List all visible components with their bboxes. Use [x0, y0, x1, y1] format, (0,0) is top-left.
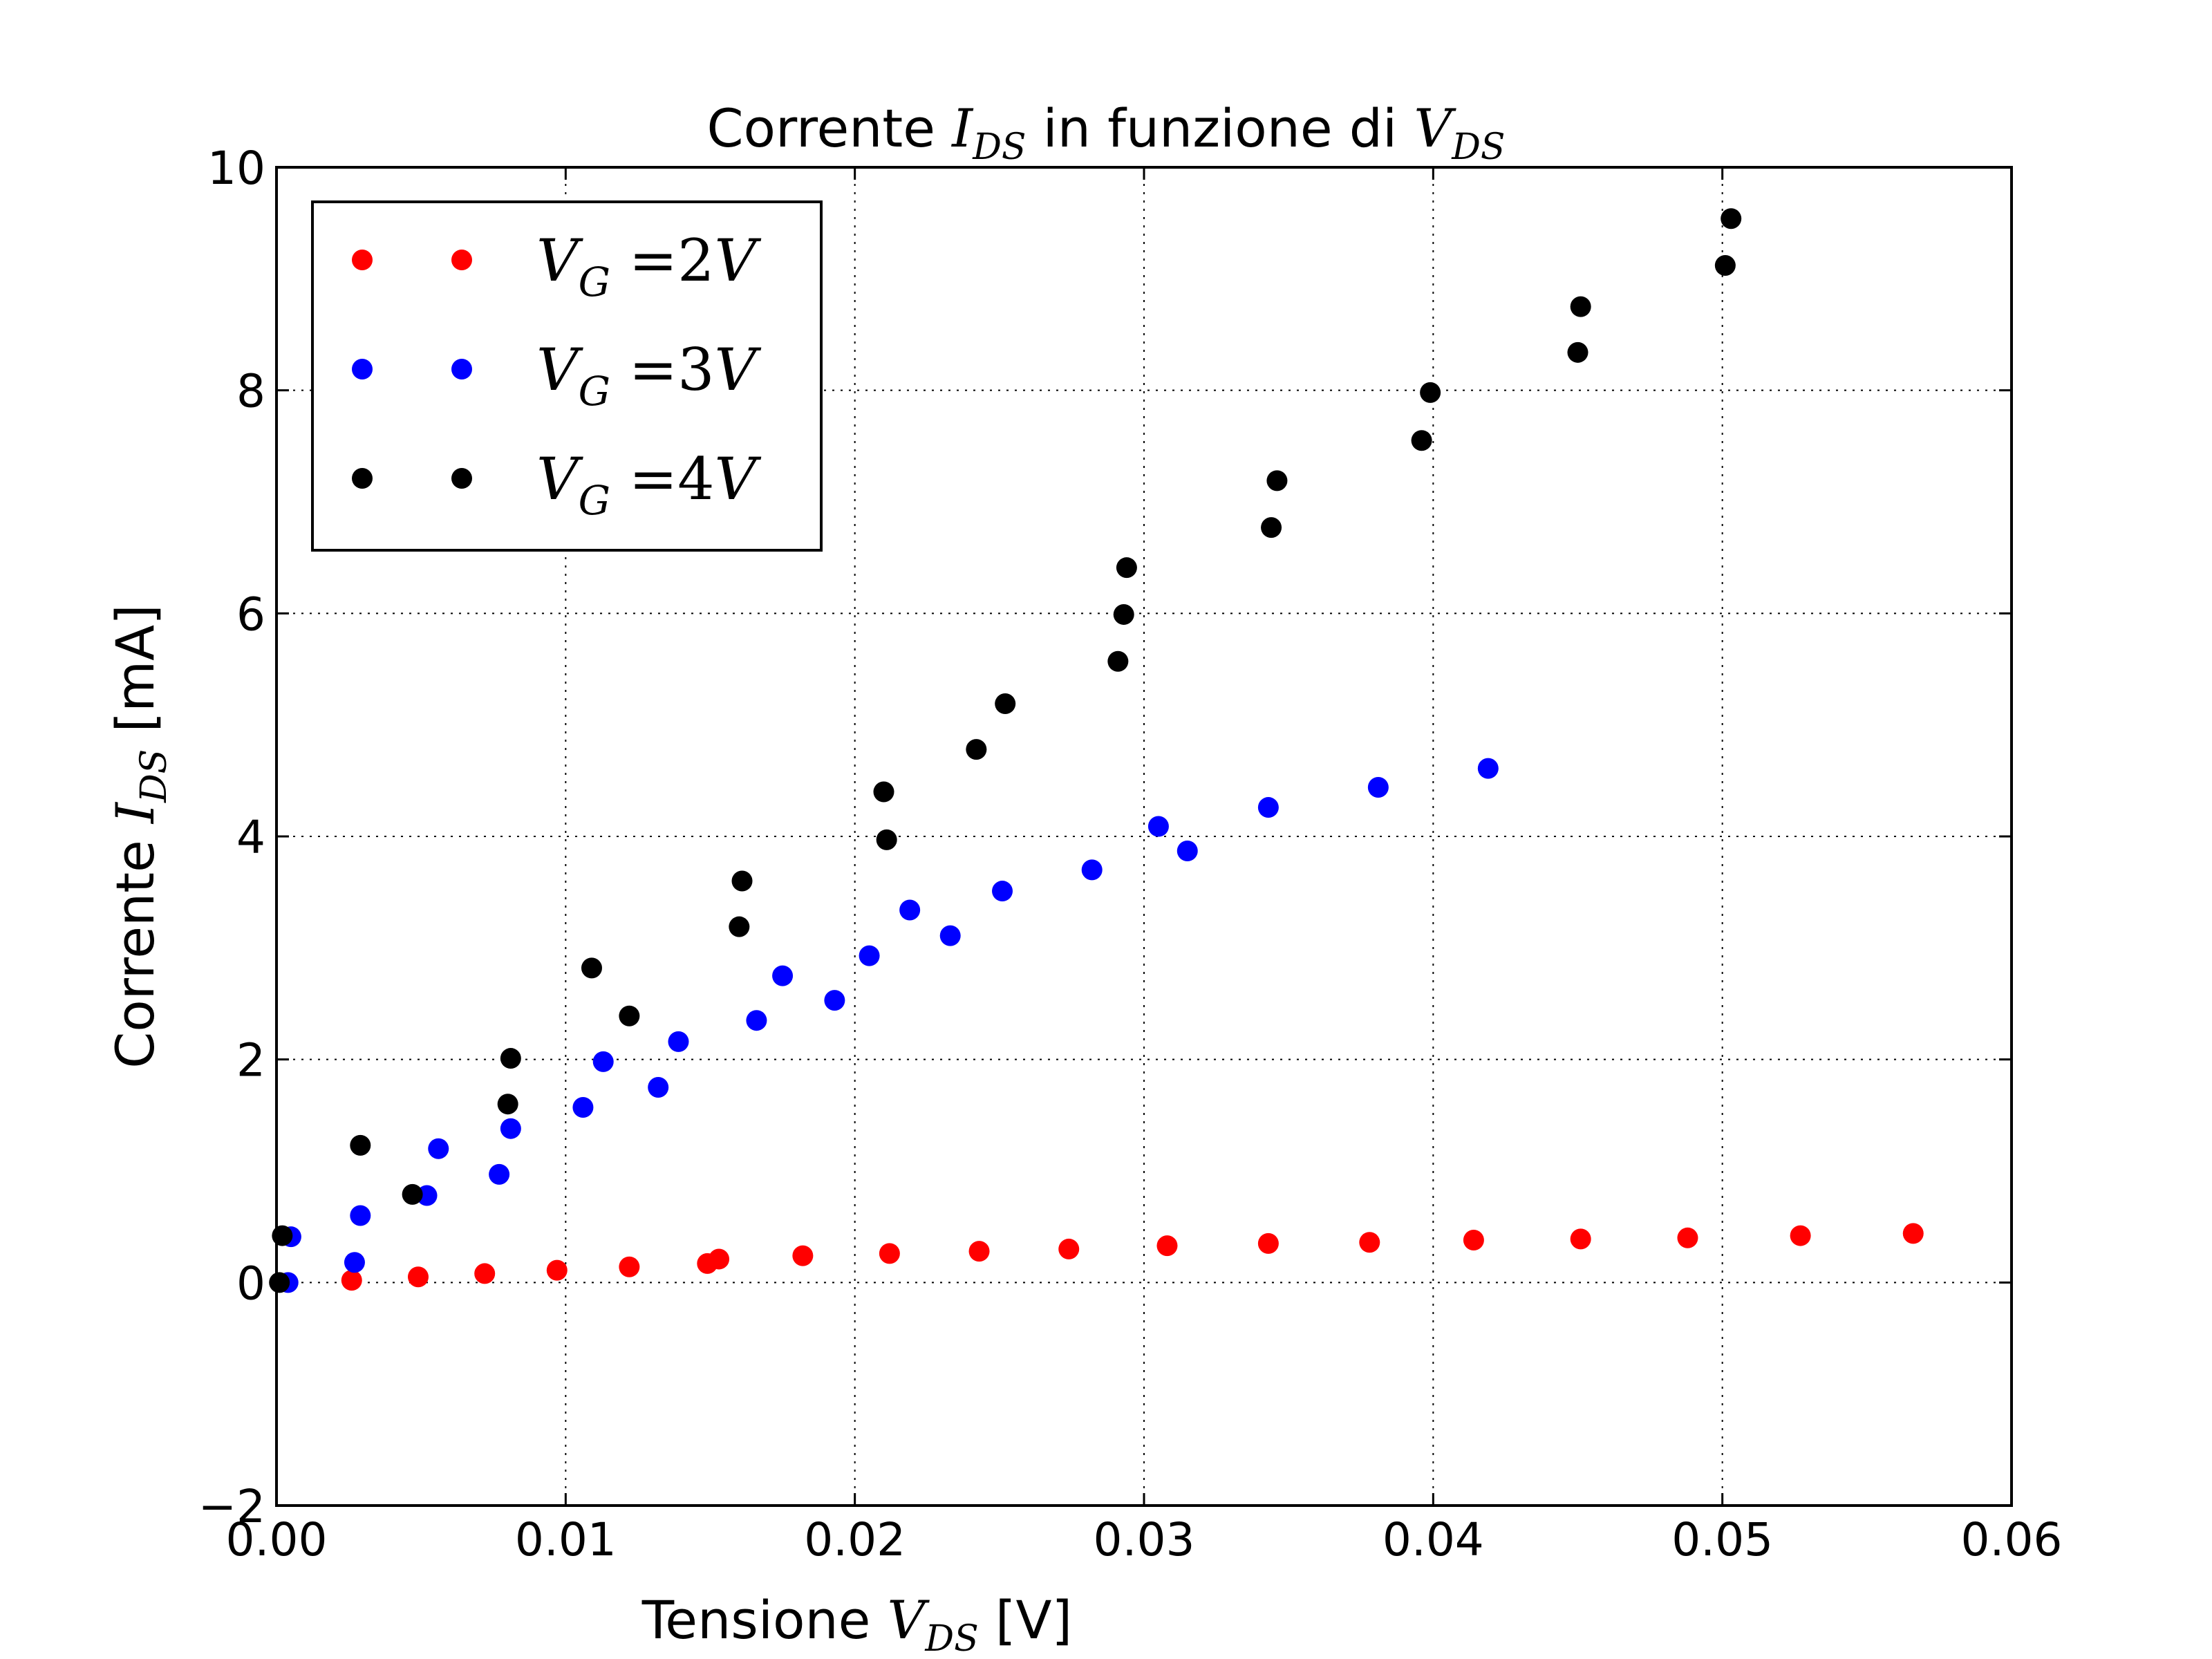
axis-ticks: [275, 166, 2013, 1507]
data-point: [500, 1048, 521, 1069]
data-point: [1714, 254, 1736, 276]
series-2-points: [277, 758, 1499, 1293]
data-point: [824, 990, 845, 1011]
data-point: [746, 1010, 767, 1031]
data-point: [581, 957, 602, 979]
data-point: [1257, 797, 1279, 818]
data-point: [592, 1051, 614, 1072]
legend-marker: [451, 250, 472, 270]
data-point: [1177, 840, 1198, 861]
legend-marker: [352, 468, 373, 489]
legend-marker: [451, 359, 472, 379]
data-point: [500, 1118, 521, 1139]
data-point: [859, 945, 880, 966]
data-point: [1790, 1225, 1811, 1246]
data-point: [1359, 1232, 1380, 1253]
legend-marker: [451, 468, 472, 489]
data-point: [344, 1252, 365, 1273]
y-tick-label: 2: [236, 1034, 265, 1087]
x-tick-label: 0.03: [1094, 1513, 1195, 1566]
data-point: [1463, 1230, 1484, 1251]
data-point: [572, 1097, 594, 1118]
data-point: [648, 1077, 669, 1098]
data-point: [899, 899, 921, 921]
series-1-points: [341, 1223, 1924, 1291]
y-tick-label: 8: [236, 365, 265, 418]
data-point: [876, 829, 897, 850]
data-point: [474, 1263, 496, 1284]
data-point: [792, 1245, 814, 1266]
data-point: [939, 925, 961, 946]
data-point: [1367, 777, 1389, 798]
data-point: [1116, 557, 1137, 579]
y-tick-label: 10: [207, 142, 265, 195]
data-point: [1570, 1228, 1591, 1250]
data-point: [272, 1225, 293, 1246]
data-point: [1261, 517, 1282, 538]
data-point: [1721, 208, 1742, 229]
x-tick-label: 0.05: [1671, 1513, 1773, 1566]
data-point: [1058, 1238, 1080, 1259]
x-tick-label: 0.04: [1382, 1513, 1484, 1566]
chart-title: Corrente IDS in funzione di VDS: [706, 97, 1505, 168]
legend-marker: [352, 359, 373, 379]
data-point: [428, 1138, 449, 1159]
y-tick-label: 4: [236, 811, 265, 864]
data-point: [1257, 1232, 1279, 1254]
data-point: [1266, 470, 1288, 491]
data-point: [619, 1256, 640, 1277]
data-point: [619, 1005, 640, 1027]
data-point: [772, 965, 794, 986]
data-point: [1567, 341, 1588, 363]
data-point: [489, 1163, 510, 1185]
series-3-points: [269, 208, 1742, 1293]
x-tick-label: 0.00: [226, 1513, 328, 1566]
legend-label: VG =2V: [536, 227, 762, 306]
x-axis-label: Tensione VDS [V]: [641, 1589, 1072, 1659]
legend-frame: [311, 200, 823, 552]
data-point: [546, 1259, 568, 1281]
data-point: [1902, 1223, 1924, 1244]
data-point: [968, 1241, 990, 1262]
legend-label: VG =4V: [536, 445, 762, 524]
data-point: [350, 1134, 371, 1156]
legend-label: VG =3V: [536, 336, 762, 415]
data-point: [709, 1248, 730, 1270]
data-point: [497, 1094, 518, 1115]
legend-marker: [352, 250, 373, 270]
data-point: [879, 1243, 900, 1264]
data-point: [873, 781, 894, 803]
data-point: [1147, 816, 1169, 837]
y-tick-label: −2: [198, 1480, 265, 1533]
data-point: [1107, 650, 1129, 672]
y-axis-label: Corrente IDS [mA]: [104, 604, 175, 1069]
data-point: [1420, 382, 1441, 403]
data-point: [1570, 296, 1591, 317]
data-point: [407, 1266, 429, 1288]
y-tick-label: 6: [236, 588, 265, 641]
data-point: [1477, 758, 1499, 779]
data-point: [731, 870, 753, 892]
data-point: [668, 1031, 689, 1052]
data-point: [1156, 1235, 1178, 1257]
data-point: [1113, 603, 1134, 625]
legend: VG =2V VG =3V VG =4V: [311, 200, 823, 552]
data-point: [341, 1270, 362, 1291]
x-tick-label: 0.02: [804, 1513, 906, 1566]
data-point: [402, 1183, 423, 1205]
tick-labels: 0.00 0.01 0.02 0.03 0.04 0.05 0.06 −2 0 2 4 6 8 10: [198, 142, 2063, 1566]
data-point: [966, 739, 987, 760]
data-point: [1411, 430, 1432, 451]
data-point: [995, 693, 1016, 715]
data-point: [992, 881, 1013, 902]
x-tick-label: 0.01: [515, 1513, 617, 1566]
data-point: [350, 1205, 371, 1226]
data-point: [729, 916, 750, 937]
data-points: [269, 208, 1924, 1293]
data-point: [1677, 1227, 1698, 1248]
x-tick-label: 0.06: [1961, 1513, 2063, 1566]
y-tick-label: 0: [236, 1257, 265, 1310]
data-point: [1081, 859, 1103, 881]
